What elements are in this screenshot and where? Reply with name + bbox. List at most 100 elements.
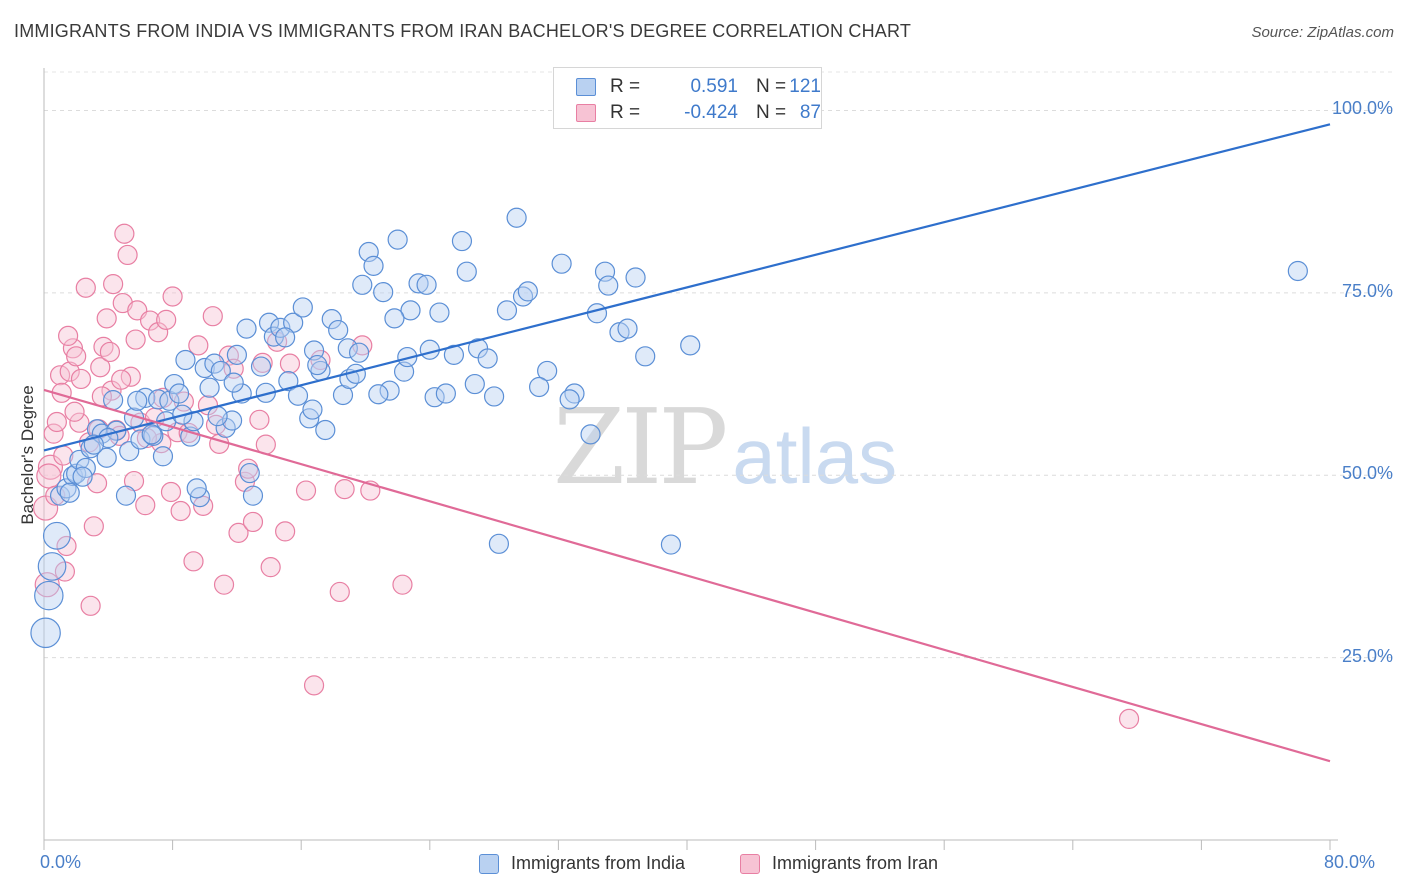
iran-point [70, 368, 92, 390]
india-point [292, 297, 313, 318]
iran-points [33, 223, 1140, 729]
watermark-zip: ZIP [553, 386, 728, 508]
india-point [175, 349, 196, 371]
india-point [130, 429, 151, 450]
india-point [408, 273, 429, 294]
india-point [30, 617, 61, 649]
india-point [207, 406, 228, 427]
iran-point [202, 306, 223, 327]
stats-r-label: R = [610, 76, 641, 97]
iran-point [96, 308, 117, 329]
x-tick-label-max: 80.0% [1324, 852, 1376, 872]
y-tick-label: 50.0% [1341, 463, 1393, 484]
iran-point [392, 574, 413, 595]
iran-point [59, 361, 80, 382]
iran-point [260, 557, 281, 578]
iran-point [162, 286, 183, 307]
iran-point [37, 454, 64, 480]
iran-point [56, 535, 77, 557]
iran-point [160, 481, 182, 503]
iran-point [66, 346, 87, 367]
iran-point [114, 223, 135, 244]
india-point [270, 317, 291, 338]
iran-point [69, 412, 90, 433]
iran-point [125, 329, 146, 350]
iran-point [80, 595, 101, 616]
iran-point [279, 353, 301, 374]
iran-point [36, 463, 62, 489]
india-point [625, 267, 646, 288]
india-point [379, 380, 400, 401]
india-trend-line [43, 123, 1331, 452]
x-tick-label-min: 0.0% [40, 852, 82, 872]
iran-point [34, 572, 60, 598]
india-point [464, 373, 485, 395]
iran-point [135, 495, 156, 516]
india-point [194, 357, 215, 379]
india-point [239, 462, 260, 484]
india-point [400, 300, 421, 321]
stats-n-value-iran: 87 [799, 102, 821, 123]
iran-point [46, 411, 67, 433]
india-point [328, 319, 349, 341]
india-point [551, 253, 572, 274]
india-point [384, 308, 405, 329]
iran-point [62, 338, 84, 359]
india-point [278, 371, 299, 392]
india-point [484, 386, 505, 407]
india-point [373, 282, 394, 303]
india-point [451, 230, 473, 252]
india-point [141, 424, 162, 445]
india-point [1287, 260, 1308, 282]
y-tick-label: 25.0% [1341, 645, 1393, 666]
india-point [416, 274, 437, 295]
india-point [34, 580, 64, 611]
india-point [397, 346, 418, 368]
iran-point [111, 369, 132, 390]
iran-point [228, 522, 249, 543]
india-point [680, 335, 701, 356]
iran-point [43, 423, 64, 444]
india-point [250, 356, 272, 377]
india-point [586, 303, 608, 324]
india-point [96, 447, 117, 468]
india-point [37, 552, 67, 581]
india-point [424, 387, 445, 408]
stats-r-label: R = [610, 102, 641, 123]
iran-point [295, 480, 317, 501]
india-point [660, 534, 682, 555]
y-tick-label: 100.0% [1331, 98, 1393, 119]
india-point [617, 318, 638, 339]
india-point [152, 446, 174, 467]
india-point [307, 354, 328, 376]
axes [43, 68, 1338, 850]
iran-point [1118, 708, 1140, 729]
trend-lines [43, 123, 1331, 763]
chart-title: IMMIGRANTS FROM INDIA VS IMMIGRANTS FROM… [14, 21, 912, 41]
y-tick-label: 75.0% [1341, 280, 1393, 301]
india-point [529, 376, 550, 398]
india-point [135, 387, 156, 409]
india-point [115, 485, 137, 506]
iran-point [188, 335, 209, 356]
india-point [435, 383, 456, 404]
stats-n-label: N = [756, 102, 787, 123]
india-point [143, 425, 164, 446]
india-point [419, 339, 440, 360]
iran-point [156, 309, 177, 330]
stats-r-value-india: 0.591 [690, 76, 738, 97]
india-point [517, 281, 538, 302]
india-point [242, 485, 264, 506]
legend-label-iran: Immigrants from Iran [772, 853, 939, 873]
india-point [635, 346, 656, 367]
india-point [477, 348, 498, 369]
iran-point [83, 516, 104, 537]
legend-label-india: Immigrants from India [511, 853, 686, 873]
india-point [348, 342, 370, 363]
india-point [598, 275, 619, 296]
source-label: Source: ZipAtlas.com [1251, 24, 1394, 41]
iran-point [213, 574, 235, 595]
india-point [496, 300, 518, 321]
india-point [287, 385, 309, 406]
